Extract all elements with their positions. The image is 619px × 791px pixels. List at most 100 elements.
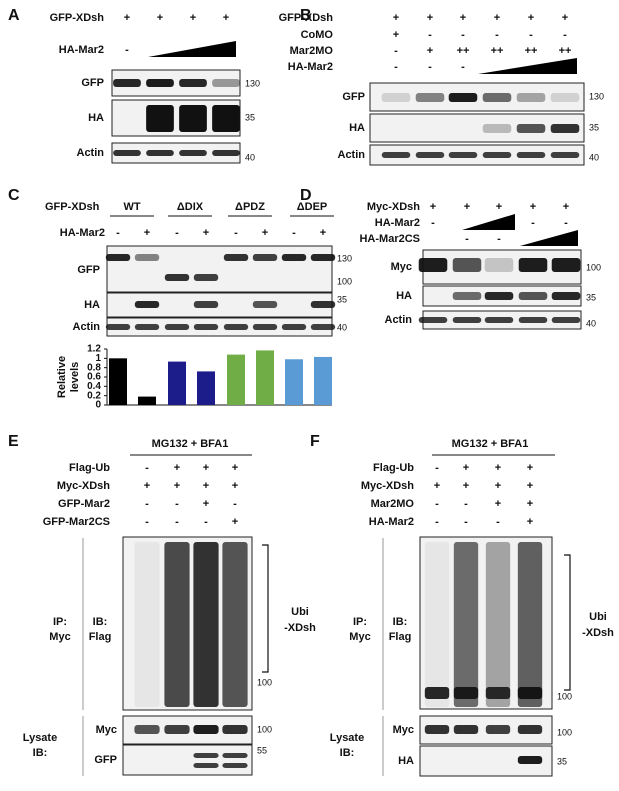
- y-axis-label: Relative: [56, 356, 68, 398]
- bar: [109, 358, 127, 405]
- group-label: ΔDEP: [297, 201, 328, 213]
- dose-triangle: [462, 214, 515, 230]
- treatment-cell: +: [528, 12, 534, 24]
- treatment-cell: +: [393, 29, 399, 41]
- ib-label: IB:: [93, 616, 108, 628]
- band: [452, 258, 482, 272]
- band: [281, 254, 307, 261]
- band: [105, 254, 131, 261]
- treatment-label: Flag-Ub: [69, 462, 110, 474]
- bracket: [564, 554, 571, 691]
- treatment-cell: -: [204, 516, 208, 528]
- treatment-label: GFP-XDsh: [279, 12, 334, 24]
- treatment-cell: -: [175, 227, 179, 239]
- treatment-label: GFP-XDsh: [50, 12, 105, 24]
- treatment-cell: +: [203, 227, 209, 239]
- band: [516, 93, 546, 102]
- treatment-label: Myc-XDsh: [367, 201, 420, 213]
- band: [448, 93, 478, 102]
- band: [485, 725, 511, 734]
- band: [223, 254, 249, 261]
- treatment-cell: -: [175, 516, 179, 528]
- band: [453, 725, 479, 734]
- band: [424, 542, 450, 707]
- treatment-cell: -: [292, 227, 296, 239]
- band: [134, 324, 160, 330]
- band: [381, 152, 411, 158]
- band: [424, 725, 450, 734]
- band: [252, 254, 278, 261]
- band: [484, 317, 514, 323]
- band: [179, 105, 207, 132]
- band: [164, 725, 190, 734]
- size-marker: 35: [557, 756, 567, 766]
- treatment-cell: -: [464, 516, 468, 528]
- blot-label: Actin: [73, 321, 101, 333]
- size-marker: 35: [586, 292, 596, 302]
- treatment-cell: +: [174, 480, 180, 492]
- treatment-label: Myc-XDsh: [361, 480, 414, 492]
- band: [381, 93, 411, 102]
- band: [164, 324, 190, 330]
- band: [222, 763, 248, 768]
- header: MG132 + BFA1: [452, 438, 529, 450]
- blot: [106, 245, 333, 293]
- band: [550, 124, 580, 133]
- treatment-cell: +: [203, 462, 209, 474]
- treatment-label: CoMO: [301, 29, 334, 41]
- treatment-cell: +: [157, 12, 163, 24]
- blot: [122, 744, 253, 776]
- treatment-cell: +: [320, 227, 326, 239]
- treatment-cell: +: [527, 516, 533, 528]
- treatment-cell: +: [232, 480, 238, 492]
- band: [518, 292, 548, 300]
- treatment-cell: -: [125, 44, 129, 56]
- y-tick-label: 0.8: [87, 362, 101, 373]
- band: [212, 105, 240, 132]
- treatment-cell: -: [435, 462, 439, 474]
- band: [484, 258, 514, 272]
- band: [252, 324, 278, 330]
- treatment-cell: -: [394, 61, 398, 73]
- size-marker: 40: [589, 152, 599, 162]
- group-label: WT: [123, 201, 140, 213]
- band: [550, 93, 580, 102]
- size-marker: 35: [337, 294, 347, 304]
- band: [310, 324, 336, 330]
- treatment-cell: +: [393, 12, 399, 24]
- blot: [369, 82, 585, 112]
- treatment-cell: -: [529, 29, 533, 41]
- bar: [197, 371, 215, 405]
- y-tick-label: 1: [95, 353, 101, 364]
- band: [424, 687, 450, 699]
- treatment-cell: +: [563, 201, 569, 213]
- treatment-cell: +: [232, 462, 238, 474]
- band: [222, 753, 248, 758]
- treatment-label: HA-Mar2: [59, 44, 104, 56]
- treatment-cell: +: [434, 480, 440, 492]
- size-marker: 35: [245, 112, 255, 122]
- band: [517, 542, 543, 707]
- band: [222, 725, 248, 734]
- band: [193, 542, 219, 707]
- blot-label: GFP: [77, 264, 100, 276]
- band: [222, 542, 248, 707]
- bar: [314, 356, 332, 405]
- treatment-cell: +: [464, 201, 470, 213]
- panel-letter: B: [300, 7, 312, 24]
- panel-letter: C: [8, 187, 20, 204]
- band: [452, 317, 482, 323]
- blot-label: HA: [398, 755, 414, 767]
- band: [146, 105, 174, 132]
- y-tick-label: 1.2: [87, 344, 101, 355]
- ib-label: Flag: [89, 631, 112, 643]
- treatment-cell: +: [144, 480, 150, 492]
- size-marker: 130: [337, 253, 352, 263]
- treatment-cell: +: [460, 12, 466, 24]
- treatment-cell: -: [145, 498, 149, 510]
- treatment-cell: +: [427, 12, 433, 24]
- treatment-label: HA-Mar2CS: [359, 233, 420, 245]
- lysate-label: Lysate: [330, 732, 364, 744]
- treatment-cell: -: [116, 227, 120, 239]
- treatment-label: GFP-Mar2: [58, 498, 110, 510]
